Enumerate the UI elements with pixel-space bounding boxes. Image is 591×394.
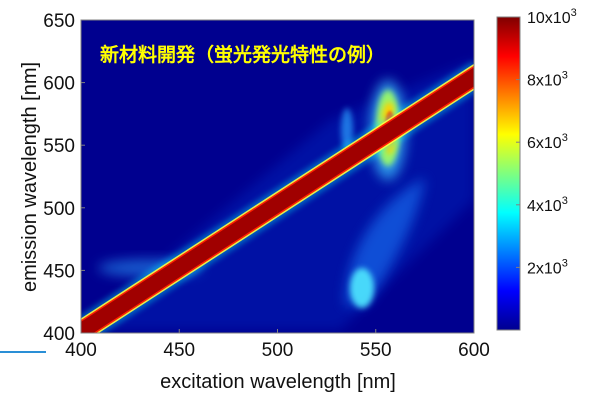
x-axis: 400 450 500 550 600 — [65, 329, 490, 361]
x-tick-label: 400 — [65, 340, 97, 361]
y-tick-label: 650 — [43, 11, 75, 32]
x-tick-label: 550 — [360, 340, 392, 361]
y-axis: 400 450 500 550 600 650 — [43, 11, 85, 345]
rayleigh-scatter-diagonal — [81, 61, 474, 333]
x-tick-label: 450 — [163, 340, 195, 361]
colorbar-tick-label: 10x103 — [527, 7, 577, 27]
overlay-title: 新材料開発（蛍光発光特性の例） — [100, 43, 385, 66]
colorbar-tick-label: 8x103 — [527, 70, 568, 90]
y-tick-label: 500 — [43, 199, 75, 220]
accent-line — [0, 351, 46, 353]
x-tick-label: 600 — [458, 340, 490, 361]
colorbar — [496, 16, 521, 331]
y-tick-label: 450 — [43, 261, 75, 282]
fluorescence-lobe-core — [350, 268, 374, 308]
colorbar-tick-label: 2x103 — [527, 257, 568, 277]
y-tick-label: 400 — [43, 324, 75, 345]
x-axis-label: excitation wavelength [nm] — [160, 371, 396, 393]
x-tick-label: 500 — [262, 340, 294, 361]
colorbar-tick-label: 4x103 — [527, 195, 568, 215]
y-tick-label: 550 — [43, 136, 75, 157]
colorbar-ticks: 2x103 4x103 6x103 8x103 10x103 — [516, 7, 577, 277]
heatmap-features — [81, 60, 474, 333]
y-tick-label: 600 — [43, 74, 75, 95]
y-axis-label: emission wavelength [nm] — [19, 62, 41, 292]
colorbar-tick-label: 6x103 — [527, 132, 568, 152]
